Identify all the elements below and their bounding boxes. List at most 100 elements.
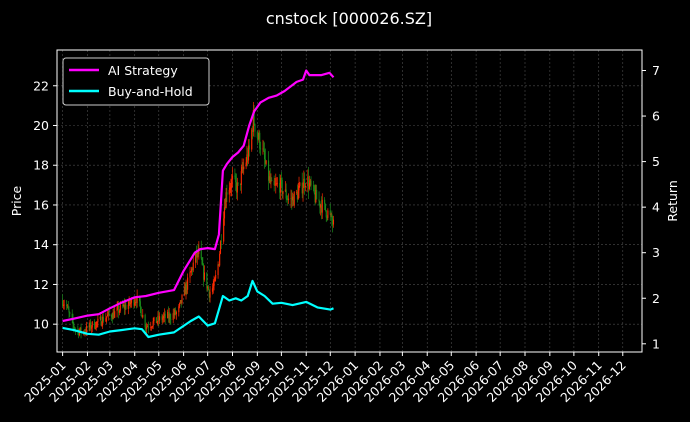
- candle-body: [332, 220, 334, 225]
- candle-body: [242, 167, 244, 170]
- candle-body: [77, 329, 79, 331]
- candle-body: [90, 322, 92, 329]
- candle-body: [251, 129, 254, 132]
- candle-body: [94, 321, 96, 329]
- candle-body: [223, 207, 226, 219]
- candle-body: [181, 295, 183, 304]
- candle-body: [330, 214, 332, 215]
- candle-body: [298, 185, 300, 191]
- candle-body: [138, 295, 141, 302]
- candle-body: [228, 189, 230, 195]
- candle-body: [158, 315, 160, 321]
- candle-body: [259, 148, 262, 150]
- candle-body: [74, 327, 76, 330]
- candle-body: [113, 312, 115, 318]
- legend: AI Strategy Buy-and-Hold: [62, 57, 210, 106]
- candle-body: [168, 313, 170, 319]
- candle-body: [100, 316, 102, 326]
- candle-body: [186, 283, 188, 290]
- candle-body: [215, 275, 217, 279]
- candle-body: [310, 180, 312, 186]
- candle-body: [312, 185, 314, 187]
- candle-body: [123, 304, 125, 309]
- candle-body: [325, 210, 327, 218]
- candle-body: [106, 314, 109, 317]
- candle-body: [287, 199, 289, 201]
- candle-body: [268, 176, 270, 181]
- candle-body: [296, 192, 298, 200]
- y-right-tick-label: 1: [652, 336, 660, 351]
- candle-body: [106, 316, 108, 319]
- candle-body: [285, 189, 287, 199]
- candle-body: [107, 311, 109, 315]
- candle-body: [308, 176, 310, 189]
- candle-body: [240, 171, 242, 185]
- candle-body: [324, 203, 327, 211]
- candle-body: [73, 324, 75, 328]
- candle-body: [268, 160, 270, 181]
- candle-body: [89, 322, 91, 328]
- candle-body: [282, 191, 284, 194]
- candle-body: [175, 312, 177, 315]
- candle-body: [68, 309, 70, 313]
- candle-body: [327, 210, 329, 218]
- candle-body: [172, 313, 174, 320]
- candle-body: [234, 175, 236, 177]
- candle-body: [264, 150, 266, 160]
- y-left-tick-label: 20: [33, 118, 49, 133]
- candle-body: [219, 253, 221, 266]
- candle-body: [63, 304, 65, 306]
- candle-body: [241, 167, 243, 172]
- candle-body: [167, 311, 169, 319]
- candle-body: [162, 318, 164, 320]
- candle-body: [157, 315, 159, 322]
- candle-body: [329, 210, 331, 215]
- candle-body: [248, 145, 250, 150]
- candle-body: [235, 176, 237, 183]
- candle-body: [326, 217, 328, 219]
- candle-body: [192, 262, 194, 271]
- y-left-tick-label: 10: [33, 317, 49, 332]
- candle-body: [263, 148, 265, 151]
- candle-body: [318, 199, 320, 202]
- candle-body: [90, 327, 93, 329]
- candle-body: [332, 219, 335, 225]
- candle-body: [119, 304, 121, 311]
- candle-body: [96, 322, 98, 323]
- candle-body: [178, 306, 180, 313]
- candle-body: [304, 185, 306, 188]
- candle-body: [151, 326, 153, 328]
- candle-body: [144, 314, 146, 328]
- series-lines: [62, 69, 335, 339]
- candle-body: [62, 300, 64, 306]
- candle-body: [223, 218, 225, 242]
- candle-body: [297, 190, 299, 200]
- candle-body: [130, 299, 133, 303]
- y-left-tick-label: 14: [33, 237, 49, 252]
- candle-body: [296, 192, 298, 193]
- candle-body: [209, 291, 211, 298]
- candle-body: [243, 166, 245, 170]
- candle-body: [111, 317, 113, 320]
- candle-body: [280, 177, 282, 193]
- candle-body: [170, 319, 172, 320]
- candle-body: [273, 180, 275, 186]
- candle-body: [95, 322, 97, 328]
- candle-body: [71, 313, 73, 320]
- candle-body: [196, 250, 198, 258]
- candle-body: [230, 187, 232, 189]
- candle-body: [288, 198, 290, 200]
- candle-body: [78, 331, 80, 336]
- candle-body: [191, 268, 193, 271]
- y-left-tick-label: 22: [33, 78, 49, 93]
- y-right-tick-label: 3: [652, 245, 660, 260]
- candle-body: [270, 180, 272, 183]
- candle-body: [114, 311, 116, 318]
- candle-body: [155, 317, 157, 323]
- candle-body: [304, 178, 306, 188]
- chart-title: cnstock [000026.SZ]: [266, 9, 432, 28]
- y-left-tick-label: 16: [33, 197, 49, 212]
- candle-body: [314, 192, 316, 203]
- y-right-tick-label: 5: [652, 154, 660, 169]
- candle-body: [146, 326, 148, 329]
